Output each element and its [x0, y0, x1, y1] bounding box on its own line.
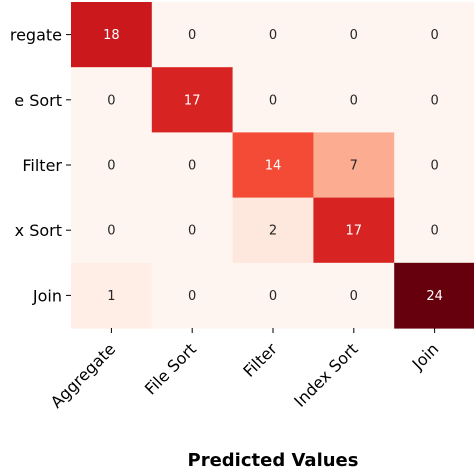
heatmap-cell: [151, 262, 234, 329]
cell-value-label: 18: [103, 28, 120, 43]
heatmap-cell: [232, 197, 314, 264]
cell-value-label: 0: [107, 224, 115, 239]
cell-value-label: 24: [426, 289, 443, 304]
heatmap-cell: [232, 132, 314, 199]
cell-value-label: 0: [350, 93, 358, 108]
cell-value-label: 0: [350, 289, 358, 304]
x-axis-ticks: Aggregate File Sort Filter Index Sort Join: [47, 328, 443, 412]
heatmap-cell: [313, 67, 395, 133]
cell-value-label: 0: [430, 28, 438, 43]
cell-value-label: 0: [188, 224, 196, 239]
y-tick-label: Filter: [22, 156, 62, 175]
y-tick-label: Join: [32, 286, 62, 305]
cell-value-label: 7: [350, 159, 358, 174]
heatmap-cell: [232, 67, 314, 133]
cell-value-label: 0: [430, 224, 438, 239]
cell-value-label: 0: [430, 93, 438, 108]
cell-value-label: 0: [107, 159, 115, 174]
cell-value-label: 2: [269, 224, 277, 239]
heatmap-cell: [313, 197, 395, 264]
cell-value-label: 0: [430, 159, 438, 174]
heatmap-cell: [71, 67, 153, 133]
x-axis-label: Predicted Values: [187, 450, 359, 471]
x-tick-label: File Sort: [141, 339, 200, 398]
heatmap-cell: [151, 67, 234, 133]
heatmap-cell: [71, 262, 153, 329]
x-tick-label: Aggregate: [47, 339, 119, 411]
heatmap-cell: [313, 132, 395, 199]
heatmap-cell: [151, 132, 234, 199]
cell-value-label: 0: [269, 28, 277, 43]
heatmap-cell: [394, 197, 474, 264]
y-tick-label: regate: [10, 26, 62, 45]
cell-value-label: 17: [184, 93, 201, 108]
y-axis-ticks: regate e Sort Filter x Sort Join: [10, 26, 71, 305]
heatmap-cell: [71, 2, 153, 68]
heatmap-cell: [71, 197, 153, 264]
cell-value-label: 0: [107, 93, 115, 108]
y-tick-label: x Sort: [15, 221, 62, 240]
cell-value-label: 0: [188, 28, 196, 43]
heatmap-cell: [394, 67, 474, 133]
heatmap-cell: [394, 132, 474, 199]
x-tick-label: Index Sort: [290, 339, 361, 410]
x-tick-label: Join: [408, 339, 443, 374]
cell-value-label: 0: [350, 28, 358, 43]
cell-value-label: 0: [269, 289, 277, 304]
heatmap-cells: 18 0 0 0 0 0 17 0 0 0 0 0 14 7 0 0 0 2 17 0 1 0 0 0 24: [71, 2, 474, 329]
cell-value-label: 17: [346, 224, 363, 239]
x-tick-label: Filter: [239, 339, 281, 381]
heatmap-cell: [151, 197, 234, 264]
heatmap-cell: [151, 2, 234, 68]
heatmap-cell: [394, 2, 474, 68]
heatmap-cell: [232, 262, 314, 329]
heatmap-cell: [394, 262, 474, 329]
y-tick-label: e Sort: [14, 91, 62, 110]
heatmap-cell: [232, 2, 314, 68]
cell-value-label: 1: [107, 289, 115, 304]
cell-value-label: 14: [265, 159, 282, 174]
cell-value-label: 0: [188, 159, 196, 174]
cell-value-label: 0: [188, 289, 196, 304]
cell-value-label: 0: [269, 93, 277, 108]
heatmap-cell: [313, 262, 395, 329]
heatmap-cell: [71, 132, 153, 199]
heatmap-cell: [313, 2, 395, 68]
